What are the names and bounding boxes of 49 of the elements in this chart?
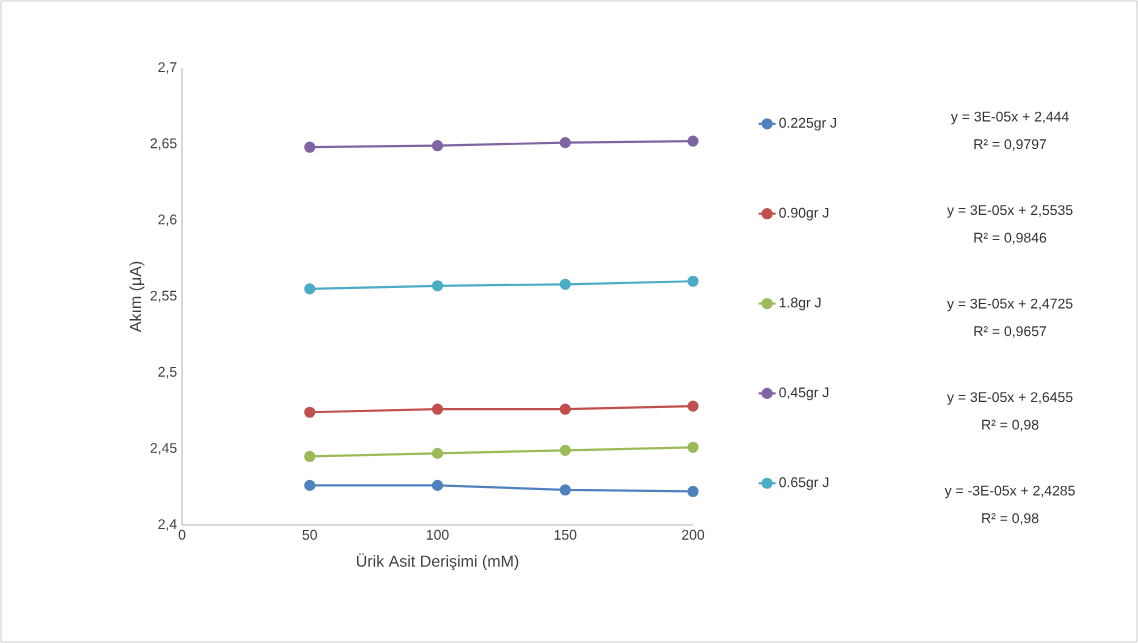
point (304, 406, 316, 418)
text: y = 3E-05x + 2,6455 (947, 392, 1073, 405)
point (431, 280, 444, 292)
y-tick-label: 2,65 (150, 138, 177, 150)
point (559, 278, 571, 290)
text: y = 3E-05x + 2,5535 (947, 205, 1073, 218)
point (431, 447, 444, 459)
point (687, 400, 699, 412)
legend-label: 0.65gr J (779, 477, 829, 490)
point (304, 450, 316, 463)
point (687, 485, 699, 498)
y-tick-label: 2,4 (158, 519, 177, 531)
point (687, 135, 699, 147)
point (687, 441, 699, 453)
legend-label: 1.8gr J (779, 297, 821, 311)
text: R² = 0,9797 (974, 139, 1047, 151)
legend-label: 0.225gr J (779, 117, 837, 131)
y-tick-label: 2,5 (158, 366, 177, 379)
point (304, 479, 316, 491)
point (559, 137, 571, 149)
text: R² = 0,9846 (974, 232, 1047, 245)
point (431, 140, 444, 152)
x-tick-label: 0 (178, 529, 186, 540)
x-tick-label: 200 (682, 529, 705, 540)
text: R² = 0,9657 (974, 326, 1047, 338)
x-tick-label: 50 (302, 529, 317, 540)
point (687, 275, 699, 287)
y-tick-label: 2,45 (150, 443, 177, 455)
y-tick-label: 2,7 (158, 62, 177, 74)
point (559, 484, 571, 496)
legend-label: 0,45gr J (779, 387, 829, 401)
legend-label: 0.90gr J (779, 207, 829, 221)
x-tick-label: 150 (554, 529, 577, 540)
text: y = 3E-05x + 2,444 (950, 111, 1069, 125)
point (559, 444, 571, 456)
point (304, 283, 316, 295)
text: y = 3E-05x + 2,4725 (947, 298, 1073, 312)
point (559, 403, 571, 415)
point (304, 141, 316, 153)
point (431, 403, 444, 415)
point (431, 479, 444, 491)
text: R² = 0,98 (982, 513, 1039, 525)
y-tick-label: 2,6 (158, 214, 177, 227)
text: R² = 0,98 (982, 419, 1039, 432)
y-tick-label: 2,55 (150, 290, 177, 303)
y-axis-title: Akım (μA) (129, 261, 145, 333)
text: y = -3E-05x + 2,4285 (944, 485, 1075, 499)
x-tick-label: 100 (426, 529, 449, 540)
x-axis-title: Ürik Asit Derişimi (mM) (356, 553, 519, 571)
